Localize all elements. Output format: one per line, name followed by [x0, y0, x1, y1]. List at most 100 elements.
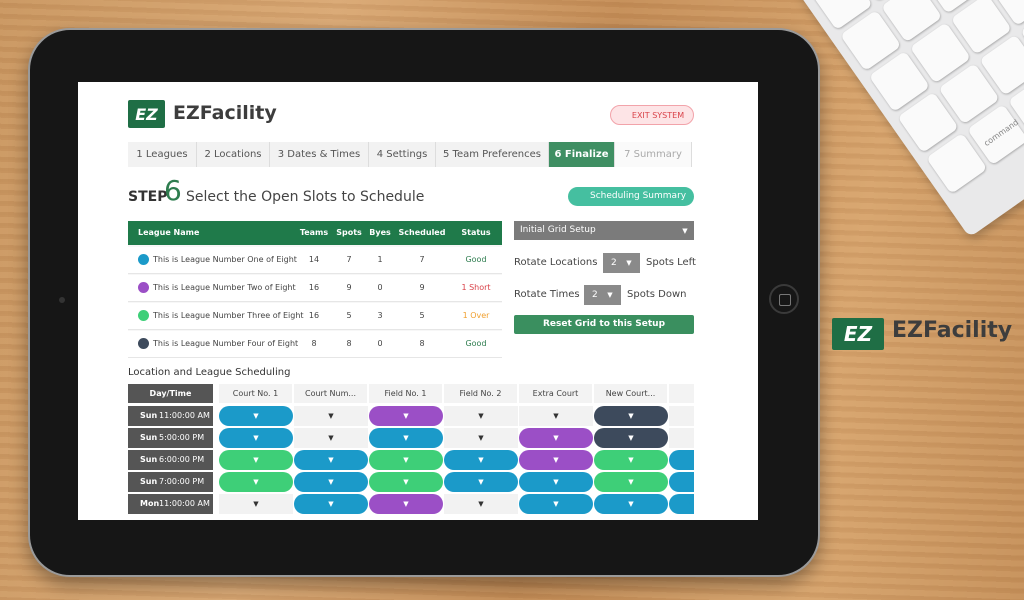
schedule-title: Location and League Scheduling: [128, 367, 291, 378]
day: Sun: [140, 433, 158, 442]
rotate-select[interactable]: 2: [584, 285, 621, 305]
location-header: Nev: [669, 384, 694, 403]
league-table: League Name Teams Spots Byes Scheduled Status…: [128, 221, 502, 358]
slot-cell[interactable]: [219, 494, 293, 514]
slot-cell[interactable]: [594, 406, 668, 426]
league-status: Good: [465, 255, 487, 264]
slot-cell[interactable]: [519, 450, 593, 470]
step-tab[interactable]: 5 Team Preferences: [436, 142, 549, 167]
location-header: Court No. 1: [219, 384, 292, 403]
slot-cell[interactable]: [444, 428, 518, 448]
location-header: New Court...: [594, 384, 667, 403]
location-header: Field No. 2: [444, 384, 517, 403]
time: 11:00:00 AM: [159, 411, 210, 420]
league-row: This is League Number One of Eight 14 7 1 7 G…: [128, 247, 502, 274]
day-time: Mon 11:00:00 AM: [128, 494, 213, 514]
league-spots: 8: [346, 339, 352, 348]
slot-cell[interactable]: [444, 472, 518, 492]
rotate-select[interactable]: 2: [603, 253, 640, 273]
location-header: Field No. 1: [369, 384, 442, 403]
league-row: This is League Number Four of Eight 8 8 0 8 G…: [128, 331, 502, 358]
time: 11:00:00 AM: [159, 499, 210, 508]
step-tab[interactable]: 6 Finalize: [549, 142, 615, 167]
slot-cell[interactable]: [669, 428, 694, 448]
slot-cell[interactable]: [369, 472, 443, 492]
step-tab[interactable]: 7 Summary: [615, 142, 692, 167]
column-header: Scheduled: [398, 228, 446, 237]
time: 5:00:00 PM: [159, 433, 205, 442]
league-status: 1 Short: [461, 283, 491, 292]
column-header: Byes: [369, 228, 391, 237]
brand: EZFacility: [892, 318, 1013, 343]
slot-cell[interactable]: [369, 428, 443, 448]
step-label: STEP: [128, 189, 168, 205]
step-tab[interactable]: 4 Settings: [369, 142, 436, 167]
league-scheduled: 9: [419, 283, 425, 292]
league-color: [138, 282, 149, 293]
slot-cell[interactable]: [369, 450, 443, 470]
league-row: This is League Number Two of Eight 16 9 0 9 1…: [128, 275, 502, 302]
slot-cell[interactable]: [294, 494, 368, 514]
slot-cell[interactable]: [444, 494, 518, 514]
slot-cell[interactable]: [519, 494, 593, 514]
corner-header: Day/Time: [128, 384, 213, 403]
slot-cell[interactable]: [519, 428, 593, 448]
league-teams: 16: [308, 283, 320, 292]
day-time: Sun 5:00:00 PM: [128, 428, 213, 448]
slot-cell[interactable]: [294, 428, 368, 448]
day: Mon: [140, 499, 160, 508]
step-tab[interactable]: 1 Leagues: [128, 142, 197, 167]
location-header: Court Num...: [294, 384, 367, 403]
day: Sun: [140, 455, 158, 464]
setup-dropdown[interactable]: Initial Grid Setup: [514, 221, 694, 240]
league-color: [138, 338, 149, 349]
league-teams: 16: [308, 311, 320, 320]
slot-cell[interactable]: [219, 450, 293, 470]
slot-cell[interactable]: [369, 406, 443, 426]
slot-cell[interactable]: [669, 406, 694, 426]
league-status: Good: [465, 339, 487, 348]
league-spots: 9: [346, 283, 352, 292]
league-byes: 3: [377, 311, 383, 320]
slot-cell[interactable]: [369, 494, 443, 514]
league-spots: 5: [346, 311, 352, 320]
column-header: Teams: [299, 228, 329, 237]
league-scheduled: 7: [419, 255, 425, 264]
select-caret: [602, 285, 618, 305]
slot-cell[interactable]: [294, 406, 368, 426]
summary-button[interactable]: Scheduling Summary: [568, 187, 694, 206]
reset-button[interactable]: Reset Grid to this Setup: [514, 315, 694, 334]
slot-cell[interactable]: [219, 428, 293, 448]
slot-cell[interactable]: [594, 428, 668, 448]
schedule-grid: Day/Time Court No. 1 Court Num... Field No.…: [128, 384, 694, 520]
day: Sun: [140, 411, 158, 420]
league-spots: 7: [346, 255, 352, 264]
slot-cell[interactable]: [594, 450, 668, 470]
logo-mark: EZ: [128, 100, 165, 128]
slot-cell[interactable]: [294, 450, 368, 470]
slot-cell[interactable]: [669, 472, 694, 492]
slot-cell[interactable]: [669, 450, 694, 470]
slot-cell[interactable]: [669, 494, 694, 514]
slot-cell[interactable]: [294, 472, 368, 492]
step-number: 6: [164, 174, 182, 207]
select-caret: [621, 253, 637, 273]
slot-cell[interactable]: [594, 494, 668, 514]
time: 6:00:00 PM: [159, 455, 205, 464]
step-tab[interactable]: 3 Dates & Times: [270, 142, 369, 167]
slot-cell[interactable]: [444, 406, 518, 426]
rotate-suffix: Spots Down: [627, 289, 687, 300]
camera: [59, 297, 65, 303]
side-logo: EZ EZFacility: [832, 316, 1022, 352]
slot-cell[interactable]: [594, 472, 668, 492]
slot-cell[interactable]: [444, 450, 518, 470]
step-tab[interactable]: 2 Locations: [197, 142, 270, 167]
slot-cell[interactable]: [219, 472, 293, 492]
rotate-suffix: Spots Left: [646, 257, 696, 268]
league-scheduled: 8: [419, 339, 425, 348]
exit-button[interactable]: EXIT SYSTEM: [610, 105, 694, 125]
slot-cell[interactable]: [219, 406, 293, 426]
slot-cell[interactable]: [519, 472, 593, 492]
slot-cell[interactable]: [519, 406, 593, 426]
